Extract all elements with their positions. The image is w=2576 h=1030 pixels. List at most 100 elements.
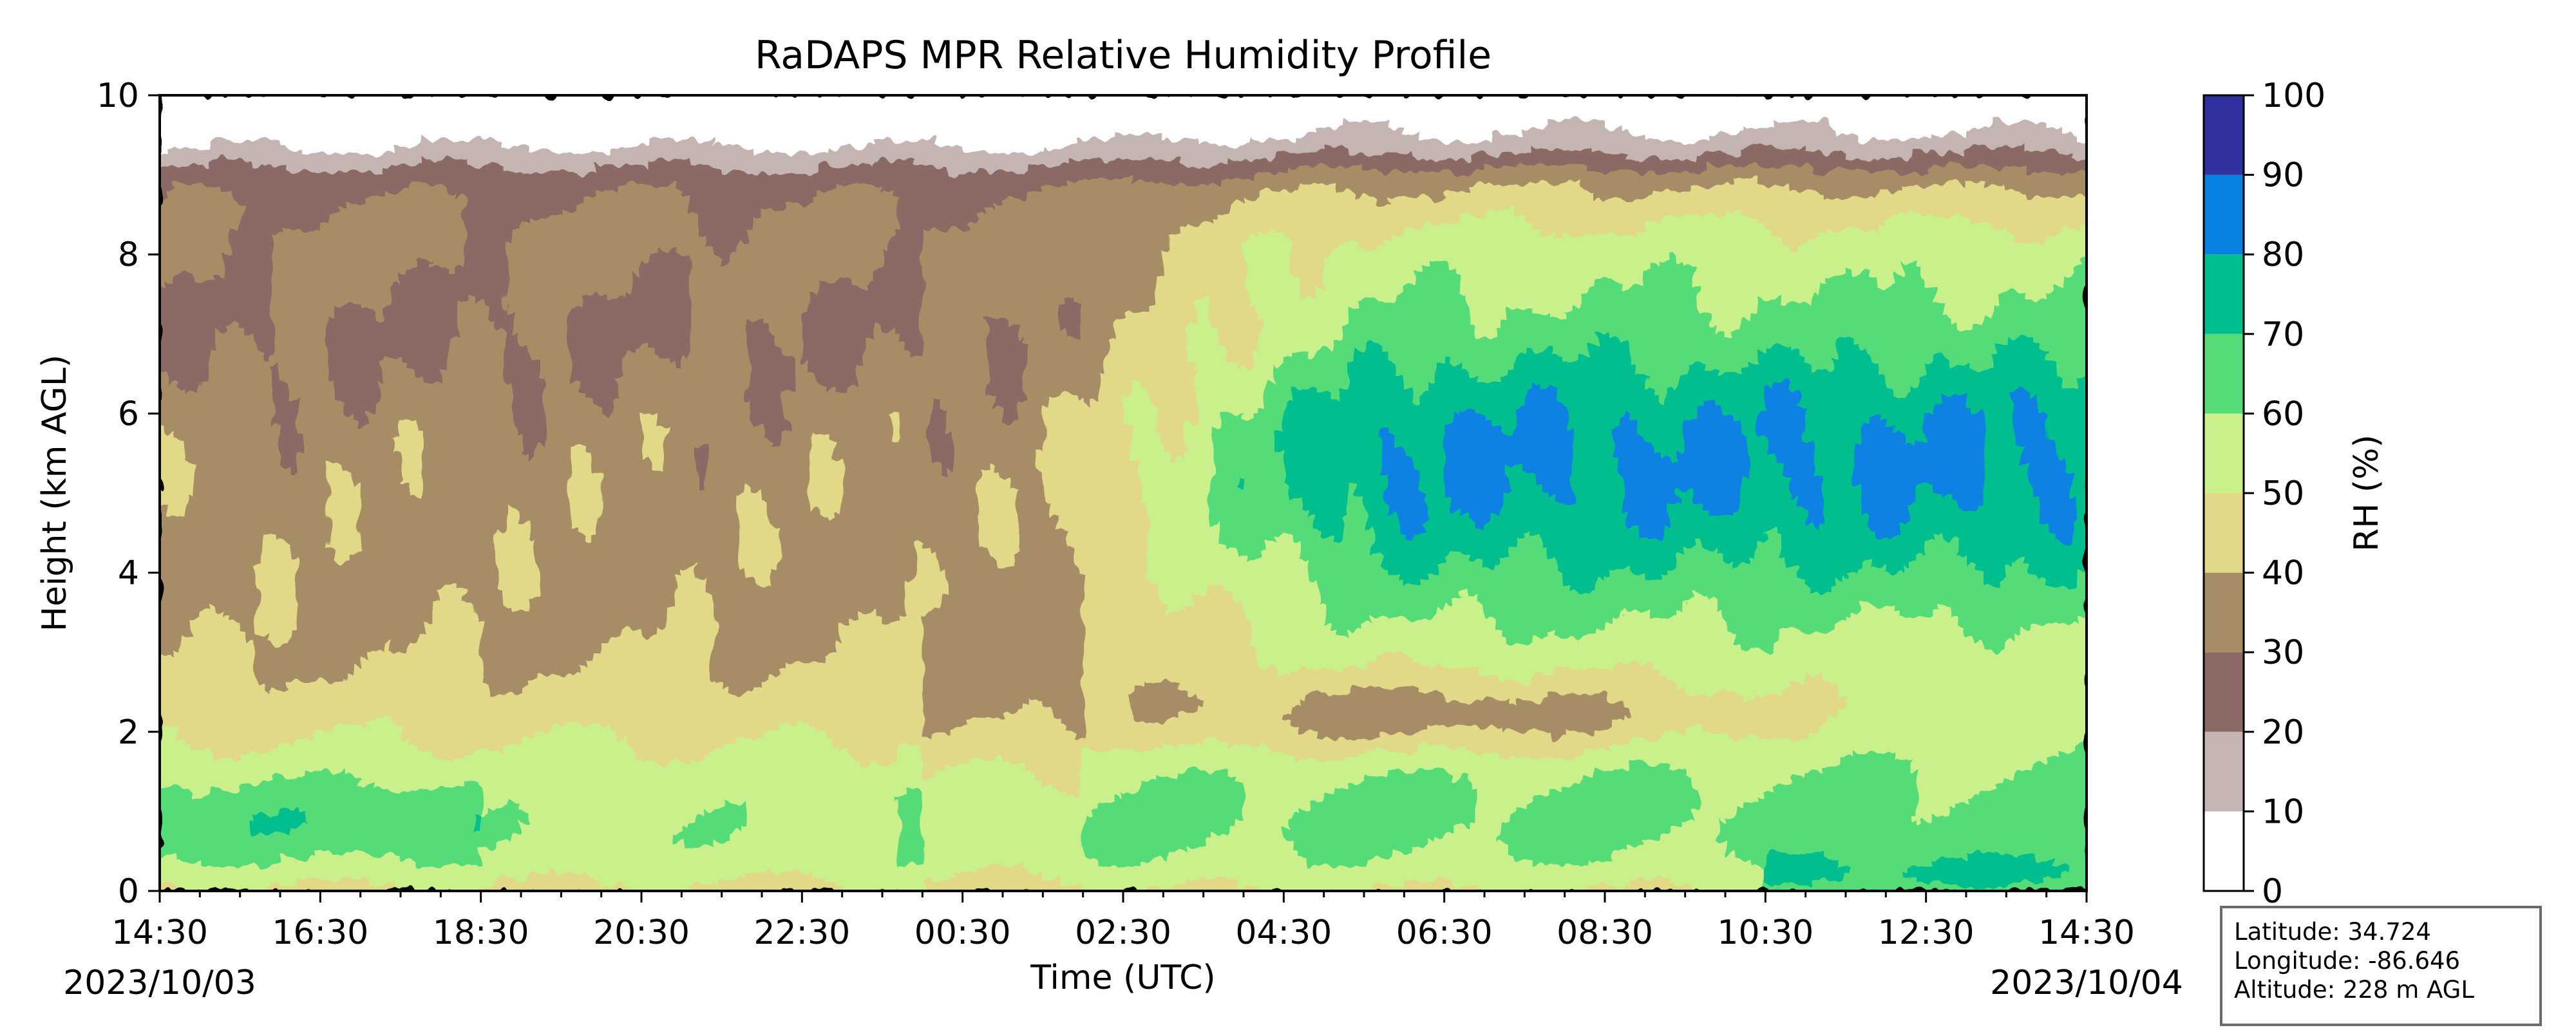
rh-cell (440, 254, 449, 261)
rh-cell (393, 115, 401, 122)
rh-cell (312, 312, 321, 319)
rh-cell (248, 388, 256, 395)
rh-cell (240, 210, 249, 217)
rh-cell (457, 642, 465, 650)
rh-cell (320, 223, 328, 230)
rh-cell (280, 675, 289, 682)
rh-cell (352, 496, 361, 503)
rh-cell (256, 490, 265, 497)
rh-cell (384, 706, 393, 713)
rh-cell (216, 293, 224, 300)
rh-cell (272, 579, 281, 586)
rh-cell (457, 872, 465, 879)
rh-cell (361, 560, 369, 567)
rh-cell (264, 356, 272, 363)
rh-cell (336, 547, 345, 554)
rh-cell (264, 783, 272, 790)
rh-cell (409, 102, 417, 109)
rh-cell (440, 267, 449, 274)
rh-cell (192, 477, 200, 484)
rh-cell (256, 395, 265, 402)
rh-cell (384, 241, 393, 248)
rh-cell (449, 592, 457, 599)
rh-cell (433, 433, 441, 440)
rh-cell (192, 407, 200, 415)
rh-cell (377, 751, 385, 758)
rh-cell (256, 140, 265, 147)
rh-cell (449, 439, 457, 446)
rh-cell (328, 694, 337, 701)
rh-cell (264, 127, 272, 134)
rh-cell (224, 274, 232, 281)
rh-cell (345, 624, 353, 631)
rh-cell (384, 433, 393, 440)
rh-cell (433, 210, 441, 217)
rh-cell (377, 726, 385, 733)
rh-cell (328, 809, 337, 816)
rh-cell (240, 700, 249, 707)
rh-cell (216, 102, 224, 109)
rh-cell (248, 534, 256, 541)
rh-cell (320, 216, 328, 223)
rh-cell (264, 637, 272, 644)
rh-cell (409, 299, 417, 306)
rh-cell (465, 528, 473, 535)
rh-cell (328, 859, 337, 866)
rh-cell (208, 236, 216, 243)
rh-cell (424, 331, 433, 338)
rh-cell (465, 203, 473, 211)
rh-cell (289, 153, 297, 160)
rh-cell (417, 439, 425, 446)
rh-cell (424, 305, 433, 312)
rh-cell (409, 776, 417, 783)
rh-cell (184, 738, 192, 745)
rh-cell (433, 439, 441, 446)
rh-cell (401, 324, 409, 332)
rh-cell (457, 789, 465, 796)
rh-cell (336, 241, 345, 248)
rh-cell (289, 420, 297, 427)
rh-cell (384, 802, 393, 809)
rh-cell (457, 503, 465, 510)
rh-cell (473, 312, 481, 319)
rh-cell (280, 401, 289, 408)
rh-cell (176, 490, 184, 497)
rh-cell (168, 293, 176, 300)
rh-cell (393, 503, 401, 510)
rh-cell (176, 337, 184, 344)
rh-cell (336, 604, 345, 612)
rh-cell (345, 178, 353, 185)
rh-cell (417, 796, 425, 803)
rh-cell (457, 140, 465, 147)
rh-cell (393, 598, 401, 605)
rh-cell (473, 369, 481, 376)
rh-cell (440, 312, 449, 319)
rh-cell (168, 433, 176, 440)
rh-cell (377, 681, 385, 688)
rh-cell (280, 197, 289, 204)
rh-cell (417, 809, 425, 816)
rh-cell (296, 688, 305, 695)
rh-cell (320, 547, 328, 554)
rh-cell (328, 274, 337, 281)
rh-cell (449, 585, 457, 592)
rh-cell (368, 604, 377, 612)
rh-cell (465, 362, 473, 370)
rh-cell (208, 668, 216, 675)
rh-cell (345, 821, 353, 828)
rh-cell (368, 630, 377, 637)
rh-cell (393, 324, 401, 332)
rh-cell (256, 763, 265, 771)
rh-cell (361, 229, 369, 236)
rh-cell (457, 847, 465, 854)
rh-cell (216, 694, 224, 701)
rh-cell (377, 642, 385, 650)
rh-cell (457, 516, 465, 523)
rh-cell (368, 706, 377, 713)
rh-cell (401, 865, 409, 872)
rh-cell (377, 350, 385, 357)
rh-cell (240, 236, 249, 243)
rh-cell (176, 726, 184, 733)
rh-cell (248, 223, 256, 230)
rh-cell (184, 197, 192, 204)
